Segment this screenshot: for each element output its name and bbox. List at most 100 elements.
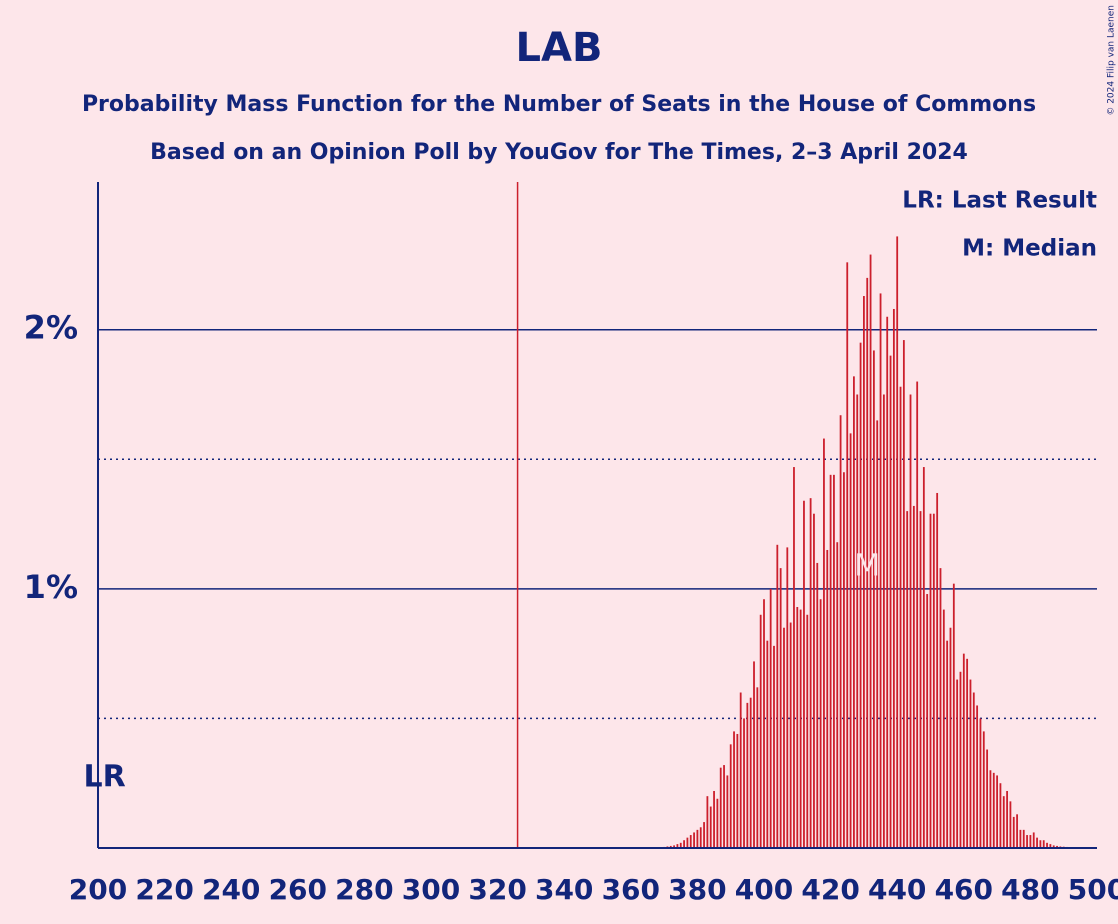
bar <box>723 765 725 848</box>
bar <box>879 293 882 849</box>
x-tick-label: 300 <box>402 873 460 906</box>
bar <box>759 614 762 848</box>
bar <box>956 679 959 848</box>
bar <box>729 744 732 848</box>
bar <box>709 806 712 848</box>
bar <box>736 733 739 848</box>
bar <box>949 627 952 848</box>
bar <box>906 511 909 848</box>
bar <box>813 513 815 848</box>
bar <box>706 796 709 848</box>
bar <box>749 697 752 848</box>
bar <box>693 832 695 848</box>
bar <box>1002 796 1005 848</box>
y-tick-label: 1% <box>24 568 78 606</box>
bar <box>859 342 862 848</box>
bar <box>716 798 719 848</box>
bar <box>753 661 755 848</box>
bar <box>669 845 672 848</box>
x-tick-label: 440 <box>868 873 926 906</box>
x-tick-label: 220 <box>135 873 193 906</box>
bar <box>849 433 852 848</box>
bar <box>896 236 899 848</box>
bar <box>992 772 995 848</box>
x-tick-label: 380 <box>668 873 726 906</box>
x-tick-label: 280 <box>335 873 393 906</box>
bar <box>713 790 715 848</box>
bar <box>982 731 985 848</box>
bar <box>829 474 832 848</box>
bar <box>1022 829 1025 848</box>
bar <box>1019 829 1022 848</box>
bar <box>846 262 849 849</box>
bar <box>773 645 775 848</box>
bar <box>803 500 805 848</box>
bar <box>969 679 972 848</box>
bar <box>916 381 919 848</box>
x-tick-label: 320 <box>468 873 526 906</box>
bar <box>942 609 945 848</box>
bar <box>853 376 855 848</box>
bar <box>936 492 939 848</box>
x-tick-label: 460 <box>935 873 993 906</box>
last-result-label: LR <box>84 760 126 795</box>
x-tick-label: 240 <box>202 873 260 906</box>
bar <box>952 583 955 848</box>
bar <box>703 822 705 848</box>
bar <box>1056 845 1058 848</box>
bar <box>1039 840 1042 848</box>
bar <box>1016 814 1018 848</box>
bar <box>1049 844 1052 848</box>
bar <box>676 844 679 848</box>
bar <box>899 386 902 848</box>
bar <box>929 513 932 848</box>
bar <box>823 438 825 848</box>
bar <box>856 394 859 848</box>
bar <box>1042 840 1045 848</box>
bar <box>756 687 759 848</box>
bar <box>833 474 835 848</box>
bar <box>889 355 892 848</box>
bar <box>909 394 912 848</box>
bar <box>1012 816 1015 848</box>
x-tick-label: 500 <box>1068 873 1118 906</box>
bar <box>1046 842 1048 848</box>
bar <box>919 511 922 848</box>
chart-title: LAB <box>516 25 603 71</box>
bar <box>733 731 735 848</box>
bar <box>746 702 749 848</box>
chart-subtitle: Based on an Opinion Poll by YouGov for T… <box>150 140 968 165</box>
bar <box>886 316 889 848</box>
bar <box>696 829 699 848</box>
bar <box>989 770 992 848</box>
x-tick-label: 260 <box>269 873 327 906</box>
bar <box>776 544 779 848</box>
bar <box>882 394 885 848</box>
bar <box>689 835 692 848</box>
bar <box>939 568 942 848</box>
y-tick-label: 2% <box>24 309 78 347</box>
bar <box>786 547 789 848</box>
bar <box>1032 832 1035 848</box>
bar <box>1029 835 1032 848</box>
bar <box>699 827 702 848</box>
bar <box>892 308 895 848</box>
bar <box>922 467 925 848</box>
bar <box>719 767 722 848</box>
bar <box>819 599 822 848</box>
bar <box>1052 845 1055 848</box>
bar <box>912 505 915 848</box>
bar <box>673 845 675 848</box>
bar <box>686 837 689 848</box>
bar <box>793 467 795 848</box>
bar <box>972 692 975 848</box>
bar <box>816 562 819 848</box>
bar <box>902 340 905 848</box>
bar <box>999 783 1002 848</box>
bar <box>839 415 842 848</box>
legend-entry: M: Median <box>962 236 1097 262</box>
chart-subtitle: Probability Mass Function for the Number… <box>82 92 1036 117</box>
bar <box>809 498 812 848</box>
bar <box>979 718 982 848</box>
